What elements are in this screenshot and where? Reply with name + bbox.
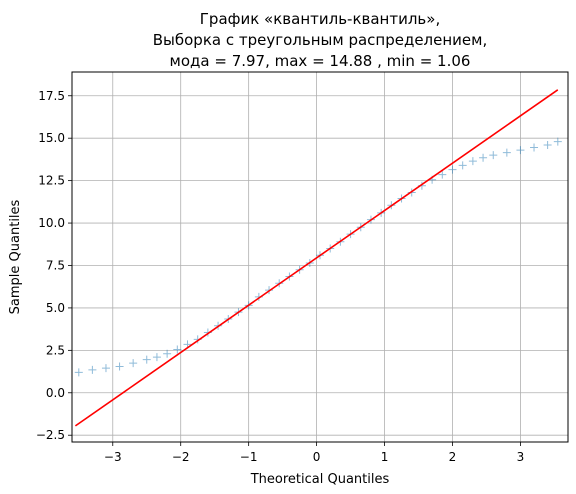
y-tick-label: 2.5 <box>46 343 65 357</box>
x-tick-label: 3 <box>517 450 525 464</box>
y-tick-label: 0.0 <box>46 386 65 400</box>
data-point <box>489 151 498 160</box>
data-point <box>502 148 511 157</box>
data-point <box>468 157 477 166</box>
data-point <box>458 161 467 170</box>
data-point <box>543 140 552 149</box>
y-axis-ticks: −2.5 0.0 2.5 5.0 7.5 10.0 12.5 15.0 17.5 <box>36 89 72 442</box>
x-tick-label: 2 <box>449 450 457 464</box>
title-line-3: мода = 7.97, max = 14.88 , min = 1.06 <box>170 52 471 70</box>
data-series <box>74 89 562 427</box>
y-tick-label: 17.5 <box>38 89 65 103</box>
data-point <box>74 368 83 377</box>
data-point <box>479 153 488 162</box>
data-point <box>438 170 447 179</box>
x-tick-label: 1 <box>381 450 389 464</box>
title-line-2: Выборка с треугольным распределением, <box>153 31 488 49</box>
title-line-1: График «квантиль-квантиль», <box>200 10 440 28</box>
data-point <box>115 362 124 371</box>
data-point <box>152 353 161 362</box>
y-tick-label: 12.5 <box>38 174 65 188</box>
x-tick-label: −1 <box>240 450 258 464</box>
reference-line <box>74 89 559 427</box>
data-point <box>448 165 457 174</box>
y-tick-label: 10.0 <box>38 216 65 230</box>
y-tick-label: 7.5 <box>46 258 65 272</box>
x-tick-label: −2 <box>172 450 190 464</box>
y-tick-label: −2.5 <box>36 428 65 442</box>
data-point <box>173 345 182 354</box>
x-tick-label: 0 <box>313 450 321 464</box>
y-axis-label: Sample Quantiles <box>8 199 23 314</box>
data-point <box>142 355 151 364</box>
data-point <box>516 146 525 155</box>
grid <box>72 72 568 442</box>
x-axis-label: Theoretical Quantiles <box>250 472 390 487</box>
y-tick-label: 15.0 <box>38 131 65 145</box>
x-axis-ticks: −3 −2 −1 0 1 2 3 <box>104 442 524 464</box>
data-point <box>553 137 562 146</box>
data-point <box>530 143 539 152</box>
x-tick-label: −3 <box>104 450 122 464</box>
data-point <box>101 364 110 373</box>
y-tick-label: 5.0 <box>46 301 65 315</box>
plot-frame <box>71 71 569 443</box>
data-point <box>88 365 97 374</box>
data-point <box>163 349 172 358</box>
data-point <box>129 359 138 368</box>
chart-title: График «квантиль-квантиль», Выборка с тр… <box>153 10 488 70</box>
